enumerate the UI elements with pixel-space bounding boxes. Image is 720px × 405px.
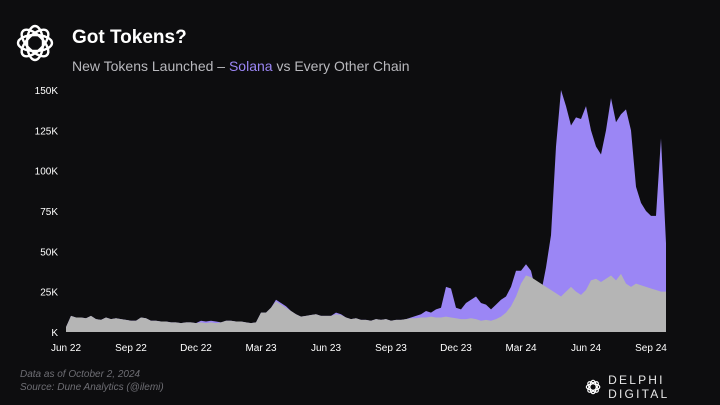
subtitle-suffix: vs Every Other Chain [272,58,410,74]
source-note: Source: Dune Analytics (@ilemi) [20,382,164,393]
y-tick-label: 125K [35,126,59,137]
chart-title: Got Tokens? [72,27,187,48]
x-tick-label: Sep 23 [375,343,407,354]
delphi-flower-logo-icon [16,24,54,62]
x-axis-ticks: Jun 22 Sep 22 Dec 22 Mar 23 Jun 23 Sep 23 Dec … [51,343,667,354]
subtitle-highlight-solana: Solana [228,58,273,74]
x-tick-label: Sep 24 [635,343,667,354]
footer-note: Data as of October 2, 2024 Source: Dune … [20,368,164,394]
y-tick-label: 50K [40,247,58,258]
solana-area [66,90,666,332]
x-tick-label: Mar 24 [505,343,537,354]
subtitle-prefix: New Tokens Launched – [72,58,229,74]
data-date-note: Data as of October 2, 2024 [20,369,141,380]
x-tick-label: Mar 23 [245,343,277,354]
y-tick-label: K [51,328,58,339]
x-tick-label: Dec 22 [180,343,212,354]
x-tick-label: Sep 22 [115,343,147,354]
x-tick-label: Jun 24 [571,343,601,354]
brand-mark: DELPHI DIGITAL [584,373,720,401]
y-tick-label: 75K [40,207,58,218]
other-chains-area [66,273,666,332]
y-tick-label: 25K [40,288,58,299]
x-tick-label: Dec 23 [440,343,472,354]
y-tick-label: 100K [35,167,59,178]
y-tick-label: 150K [35,86,59,97]
x-tick-label: Jun 22 [51,343,81,354]
chart-subtitle: New Tokens Launched – Solana vs Every Ot… [72,58,410,74]
brand-name: DELPHI DIGITAL [608,373,670,401]
y-axis-ticks: K 25K 50K 75K 100K 125K 150K [35,86,59,339]
x-tick-label: Jun 23 [311,343,341,354]
delphi-small-logo-icon [585,379,601,395]
series-areas [66,90,666,332]
